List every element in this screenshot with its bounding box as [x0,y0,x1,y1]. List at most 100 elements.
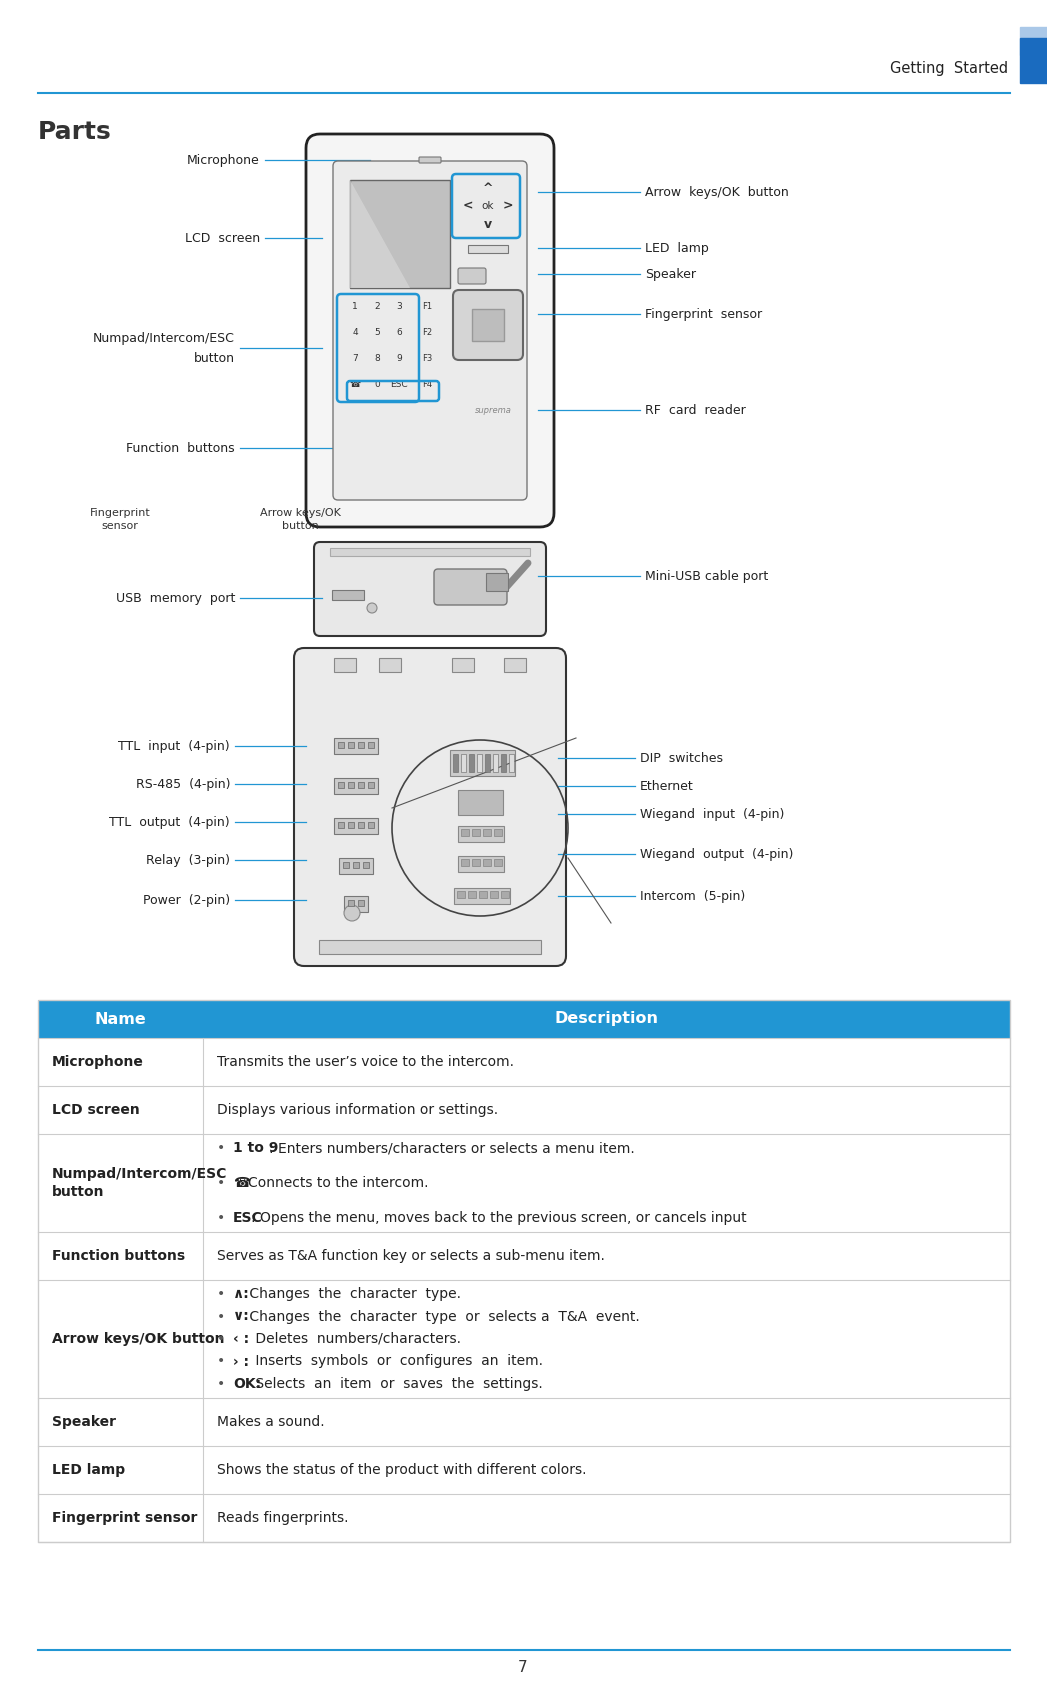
Text: suprema: suprema [474,405,511,415]
Text: Fingerprint
sensor: Fingerprint sensor [90,508,151,531]
Text: 8: 8 [374,354,380,363]
Bar [490,891,498,897]
Text: ☎: ☎ [233,1176,250,1189]
Text: Deletes  numbers/characters.: Deletes numbers/characters. [251,1333,461,1346]
Bar [334,818,378,833]
Text: button: button [194,351,235,364]
Text: ESC: ESC [391,380,408,388]
Text: •: • [217,1355,225,1368]
Text: Parts: Parts [38,120,112,143]
Circle shape [344,904,360,921]
Bar [379,658,401,671]
Polygon shape [350,181,410,288]
Bar [458,855,504,872]
Text: 3: 3 [396,302,402,310]
Text: Name: Name [94,1012,146,1026]
FancyBboxPatch shape [314,542,545,636]
FancyBboxPatch shape [458,268,486,283]
Text: TTL  output  (4-pin): TTL output (4-pin) [109,815,230,828]
Bar [486,574,508,590]
Text: USB  memory  port: USB memory port [115,592,235,604]
Text: Microphone: Microphone [52,1054,143,1070]
Text: Wiegand  output  (4-pin): Wiegand output (4-pin) [640,847,794,860]
Text: Relay  (3-pin): Relay (3-pin) [146,854,230,867]
Text: F2: F2 [422,327,432,336]
Text: •: • [217,1377,225,1392]
Text: Reads fingerprints.: Reads fingerprints. [217,1512,349,1525]
Text: button: button [52,1184,105,1199]
Bar [348,783,354,788]
Bar [485,754,490,773]
Text: 1 to 9: 1 to 9 [233,1140,279,1156]
Text: Speaker: Speaker [645,268,696,280]
Text: ☎: ☎ [350,380,360,388]
Bar [456,891,465,897]
Bar [472,828,480,837]
Text: LED lamp: LED lamp [52,1463,126,1478]
FancyBboxPatch shape [306,133,554,526]
Bar [502,754,506,773]
Bar [363,862,369,869]
Text: Fingerprint sensor: Fingerprint sensor [52,1512,198,1525]
Bar [38,1000,1010,1542]
Bar [478,891,487,897]
Text: RF  card  reader: RF card reader [645,403,745,417]
Text: •: • [217,1333,225,1346]
Text: v: v [484,218,492,231]
Text: ^: ^ [483,182,493,194]
Bar [358,899,364,906]
Text: Numpad/Intercom/ESC: Numpad/Intercom/ESC [52,1167,227,1181]
Bar [452,658,474,671]
Text: Changes  the  character  type.: Changes the character type. [245,1287,461,1301]
Bar [494,859,502,865]
Bar [334,658,356,671]
Text: : Connects to the intercom.: : Connects to the intercom. [239,1176,428,1189]
Text: ∧:: ∧: [233,1287,250,1301]
Text: Inserts  symbols  or  configures  an  item.: Inserts symbols or configures an item. [251,1355,543,1368]
Bar [468,245,508,253]
Text: Makes a sound.: Makes a sound. [217,1415,325,1429]
Text: 0: 0 [374,380,380,388]
Text: 4: 4 [352,327,358,336]
FancyBboxPatch shape [333,160,527,499]
Text: DIP  switches: DIP switches [640,751,723,764]
Bar [483,859,491,865]
Bar [348,822,354,828]
Text: •: • [217,1211,225,1225]
Text: 6: 6 [396,327,402,336]
Bar [458,790,503,815]
Text: Intercom  (5-pin): Intercom (5-pin) [640,889,745,903]
Text: <: < [463,199,473,213]
Bar [472,309,504,341]
Text: 1: 1 [352,302,358,310]
Text: •: • [217,1140,225,1156]
Text: •: • [217,1176,225,1189]
Text: LCD  screen: LCD screen [185,231,260,245]
Bar [494,828,502,837]
Text: •: • [217,1287,225,1301]
Text: Power  (2-pin): Power (2-pin) [142,894,230,906]
Text: LCD screen: LCD screen [52,1103,139,1117]
FancyBboxPatch shape [294,648,566,967]
Text: Wiegand  input  (4-pin): Wiegand input (4-pin) [640,808,784,820]
Bar [461,859,469,865]
Text: Arrow keys/OK button: Arrow keys/OK button [52,1333,224,1346]
Text: F1: F1 [422,302,432,310]
Bar [339,859,373,874]
Text: Transmits the user’s voice to the intercom.: Transmits the user’s voice to the interc… [217,1054,514,1070]
Text: 7: 7 [352,354,358,363]
Bar [338,783,344,788]
Text: Function buttons: Function buttons [52,1248,185,1264]
Bar [450,751,515,776]
Bar [338,822,344,828]
Bar [453,754,458,773]
Bar [493,754,498,773]
FancyBboxPatch shape [453,290,524,359]
Text: F3: F3 [422,354,432,363]
Text: RS-485  (4-pin): RS-485 (4-pin) [135,778,230,791]
Text: Function  buttons: Function buttons [127,442,235,454]
FancyBboxPatch shape [435,569,507,606]
Text: ok: ok [482,201,494,211]
Text: Getting  Started: Getting Started [890,61,1008,76]
Text: Mini-USB cable port: Mini-USB cable port [645,570,768,582]
